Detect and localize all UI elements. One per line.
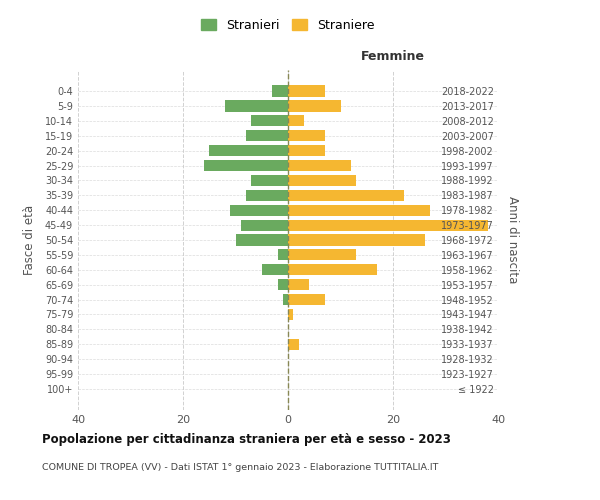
- Bar: [251, 175, 288, 186]
- Bar: [277, 250, 288, 260]
- Legend: Stranieri, Straniere: Stranieri, Straniere: [196, 14, 380, 37]
- Text: Popolazione per cittadinanza straniera per età e sesso - 2023: Popolazione per cittadinanza straniera p…: [42, 432, 451, 446]
- Bar: [288, 250, 356, 260]
- Bar: [209, 145, 288, 156]
- Bar: [225, 100, 288, 112]
- Bar: [288, 279, 309, 290]
- Bar: [288, 86, 325, 96]
- Text: COMUNE DI TROPEA (VV) - Dati ISTAT 1° gennaio 2023 - Elaborazione TUTTITALIA.IT: COMUNE DI TROPEA (VV) - Dati ISTAT 1° ge…: [42, 462, 439, 471]
- Bar: [277, 279, 288, 290]
- Bar: [288, 115, 304, 126]
- Bar: [262, 264, 288, 276]
- Bar: [288, 234, 425, 246]
- Bar: [288, 220, 487, 230]
- Y-axis label: Anni di nascita: Anni di nascita: [506, 196, 520, 284]
- Bar: [288, 294, 325, 305]
- Bar: [288, 145, 325, 156]
- Bar: [241, 220, 288, 230]
- Bar: [288, 130, 325, 141]
- Bar: [246, 130, 288, 141]
- Bar: [288, 309, 293, 320]
- Bar: [204, 160, 288, 171]
- Bar: [246, 190, 288, 201]
- Text: Femmine: Femmine: [361, 50, 425, 63]
- Bar: [288, 264, 377, 276]
- Bar: [288, 100, 341, 112]
- Bar: [235, 234, 288, 246]
- Bar: [272, 86, 288, 96]
- Y-axis label: Fasce di età: Fasce di età: [23, 205, 37, 275]
- Bar: [288, 338, 299, 350]
- Bar: [251, 115, 288, 126]
- Bar: [288, 204, 430, 216]
- Bar: [230, 204, 288, 216]
- Bar: [288, 175, 356, 186]
- Bar: [288, 190, 404, 201]
- Bar: [283, 294, 288, 305]
- Bar: [288, 160, 351, 171]
